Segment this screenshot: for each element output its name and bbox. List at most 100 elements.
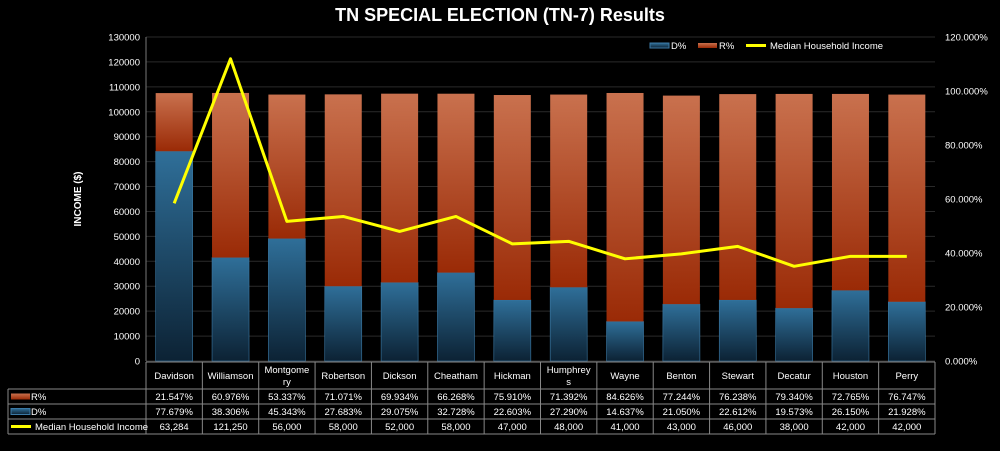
table-row-label: R% bbox=[31, 392, 47, 403]
table-cell: 47,000 bbox=[498, 422, 527, 433]
y-tick-label: 0 bbox=[135, 357, 140, 368]
category-label: Benton bbox=[666, 371, 696, 382]
bar-d-hickman bbox=[493, 299, 532, 362]
bar-d-wayne bbox=[606, 321, 644, 362]
y-axis-label: INCOME ($) bbox=[73, 172, 84, 227]
y2-tick-label: 40.000% bbox=[945, 249, 983, 260]
category-label: Williamson bbox=[208, 371, 254, 382]
category-label: Stewart bbox=[722, 371, 755, 382]
table-cell: 79.340% bbox=[775, 392, 813, 403]
table-cell: 77.679% bbox=[155, 407, 193, 418]
table-cell: 38,000 bbox=[780, 422, 809, 433]
y2-tick-label: 0.000% bbox=[945, 357, 978, 368]
table-cell: 42,000 bbox=[892, 422, 921, 433]
table-row-label: D% bbox=[31, 407, 47, 418]
y2-tick-label: 60.000% bbox=[945, 195, 983, 206]
y-tick-label: 70000 bbox=[114, 182, 140, 193]
bar-r-benton bbox=[662, 95, 700, 305]
bar-d-houston bbox=[831, 290, 870, 362]
bar-r-humphreys bbox=[550, 94, 588, 288]
table-cell: 56,000 bbox=[272, 422, 301, 433]
table-cell: 52,000 bbox=[385, 422, 414, 433]
table-row-label: Median Household Income bbox=[35, 422, 148, 433]
category-label: Montgome bbox=[264, 365, 309, 376]
table-cell: 45.343% bbox=[268, 407, 306, 418]
bar-d-montgomery bbox=[268, 238, 306, 362]
table-cell: 77.244% bbox=[663, 392, 701, 403]
bar-r-hickman bbox=[493, 95, 531, 300]
table-cell: 27.290% bbox=[550, 407, 588, 418]
table-cell: 69.934% bbox=[381, 392, 419, 403]
bar-d-benton bbox=[662, 303, 701, 362]
table-cell: 63,284 bbox=[160, 422, 189, 433]
category-label: Humphrey bbox=[547, 365, 591, 376]
bar-d-decatur bbox=[775, 307, 813, 362]
table-cell: 26.150% bbox=[832, 407, 870, 418]
table-cell: 38.306% bbox=[212, 407, 250, 418]
bar-d-davidson bbox=[155, 150, 193, 362]
table-cell: 71.071% bbox=[324, 392, 362, 403]
bar-r-williamson bbox=[212, 92, 250, 258]
chart-title: TN SPECIAL ELECTION (TN-7) Results bbox=[335, 5, 665, 25]
category-label: ry bbox=[283, 377, 291, 388]
y2-tick-label: 100.000% bbox=[945, 87, 988, 98]
table-cell: 48,000 bbox=[554, 422, 583, 433]
y-tick-label: 50000 bbox=[114, 232, 140, 243]
table-cell: 19.573% bbox=[775, 407, 813, 418]
table-legend-swatch bbox=[10, 408, 31, 415]
legend-label: R% bbox=[719, 41, 735, 52]
legend-swatch bbox=[649, 42, 670, 49]
table-cell: 42,000 bbox=[836, 422, 865, 433]
table-cell: 58,000 bbox=[441, 422, 470, 433]
bar-r-davidson bbox=[155, 93, 193, 152]
bar-r-houston bbox=[831, 93, 869, 291]
table-cell: 84.626% bbox=[606, 392, 644, 403]
table-cell: 46,000 bbox=[723, 422, 752, 433]
category-label: Davidson bbox=[154, 371, 194, 382]
y-tick-label: 100000 bbox=[108, 107, 140, 118]
y-tick-label: 40000 bbox=[114, 257, 140, 268]
table-cell: 58,000 bbox=[329, 422, 358, 433]
bar-d-stewart bbox=[718, 299, 757, 362]
y-tick-label: 10000 bbox=[114, 332, 140, 343]
table-cell: 14.637% bbox=[606, 407, 644, 418]
y-tick-label: 60000 bbox=[114, 207, 140, 218]
bar-r-dickson bbox=[381, 93, 419, 283]
table-cell: 76.747% bbox=[888, 392, 926, 403]
table-cell: 72.765% bbox=[832, 392, 870, 403]
table-cell: 75.910% bbox=[494, 392, 532, 403]
bar-r-perry bbox=[888, 94, 926, 302]
table-cell: 66.268% bbox=[437, 392, 475, 403]
table-cell: 21.547% bbox=[155, 392, 193, 403]
bar-d-cheatham bbox=[437, 272, 475, 362]
y-tick-label: 30000 bbox=[114, 282, 140, 293]
bar-r-cheatham bbox=[437, 93, 475, 273]
category-label: Decatur bbox=[777, 371, 810, 382]
bar-r-robertson bbox=[324, 94, 362, 287]
table-cell: 22.612% bbox=[719, 407, 757, 418]
category-label: Robertson bbox=[321, 371, 365, 382]
category-label: Cheatham bbox=[434, 371, 478, 382]
table-cell: 21.928% bbox=[888, 407, 926, 418]
bar-d-humphreys bbox=[549, 287, 588, 362]
table-cell: 27.683% bbox=[324, 407, 362, 418]
legend: D% R% Median Household Income bbox=[649, 41, 883, 52]
bar-r-stewart bbox=[719, 94, 757, 300]
category-label: Wayne bbox=[610, 371, 639, 382]
legend-label: D% bbox=[671, 41, 687, 52]
category-label: Hickman bbox=[494, 371, 531, 382]
table-cell: 60.976% bbox=[212, 392, 250, 403]
bar-d-robertson bbox=[324, 285, 363, 362]
category-label: Houston bbox=[833, 371, 868, 382]
y2-tick-label: 80.000% bbox=[945, 141, 983, 152]
table-cell: 22.603% bbox=[494, 407, 532, 418]
category-label: Dickson bbox=[383, 371, 417, 382]
table-cell: 21.050% bbox=[663, 407, 701, 418]
y-tick-label: 130000 bbox=[108, 33, 140, 44]
table-cell: 71.392% bbox=[550, 392, 588, 403]
legend-swatch bbox=[698, 43, 717, 48]
bar-d-dickson bbox=[380, 282, 419, 362]
table-cell: 43,000 bbox=[667, 422, 696, 433]
